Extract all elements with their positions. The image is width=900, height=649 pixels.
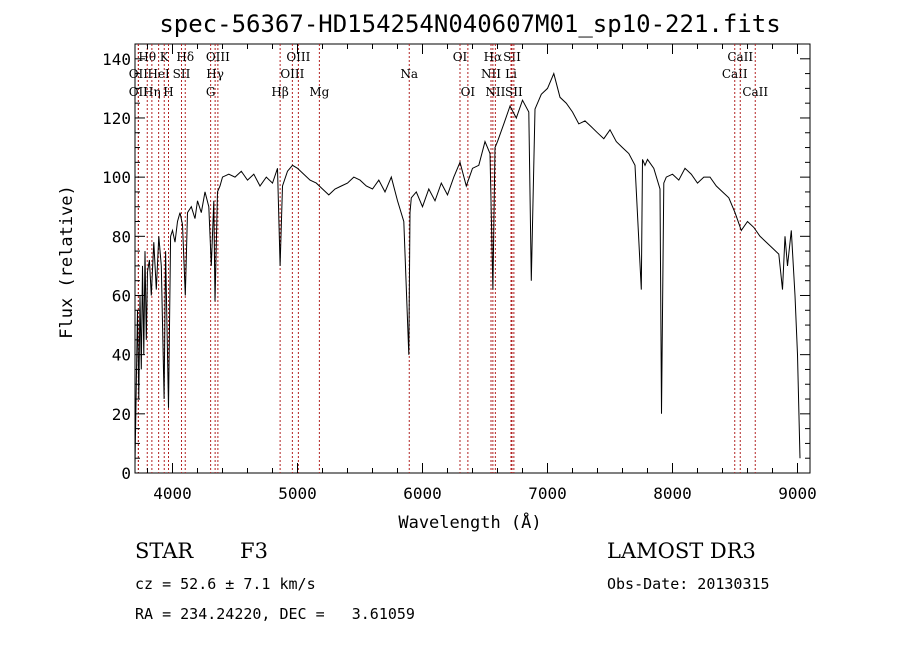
line-marker-label-12: Hβ bbox=[271, 85, 288, 99]
line-marker-label-2: Hθ bbox=[138, 50, 156, 64]
y-tick-label-120: 120 bbox=[102, 109, 131, 128]
line-marker-label-26: CaII bbox=[727, 50, 753, 64]
chart-title: spec-56367-HD154254N040607M01_sp10-221.f… bbox=[159, 10, 780, 38]
y-tick-label-80: 80 bbox=[112, 227, 131, 246]
y-tick-label-140: 140 bbox=[102, 50, 131, 69]
line-marker-label-18: OI bbox=[461, 85, 476, 99]
x-tick-label-5000: 5000 bbox=[278, 484, 317, 503]
x-tick-label-6000: 6000 bbox=[403, 484, 442, 503]
y-tick-label-60: 60 bbox=[112, 286, 131, 305]
line-marker-label-9: G bbox=[206, 85, 216, 99]
x-tick-label-9000: 9000 bbox=[778, 484, 817, 503]
object-class: STAR bbox=[135, 539, 194, 563]
y-tick-label-40: 40 bbox=[112, 346, 131, 365]
line-marker-label-25: CaII bbox=[722, 67, 748, 81]
line-marker-label-11: OIII bbox=[206, 50, 230, 64]
line-marker-label-6: SII bbox=[173, 67, 191, 81]
spectrum-line-group bbox=[134, 72, 801, 465]
line-marker-label-16: Na bbox=[400, 67, 418, 81]
observation-date: Obs-Date: 20130315 bbox=[607, 575, 770, 593]
line-marker-label-21: NII bbox=[485, 85, 505, 99]
y-tick-label-100: 100 bbox=[102, 168, 131, 187]
x-tick-label-7000: 7000 bbox=[528, 484, 567, 503]
coordinates-readout: RA = 234.24220, DEC = 3.61059 bbox=[135, 605, 415, 623]
plot-frame bbox=[134, 43, 811, 474]
x-tick-label-4000: 4000 bbox=[153, 484, 192, 503]
line-marker-label-24: SII bbox=[505, 85, 523, 99]
line-marker-label-19: NII bbox=[481, 67, 501, 81]
object-subclass: F3 bbox=[240, 539, 268, 563]
line-marker-label-7: H bbox=[163, 85, 173, 99]
line-marker-label-17: OI bbox=[453, 50, 468, 64]
line-marker-label-20: Hα bbox=[484, 50, 503, 64]
spectrum-line bbox=[134, 72, 801, 465]
line-markers: OIIOIIHθHηHeIKSIIHHδGHγOIIIHβOIIIOIIIMgN… bbox=[129, 44, 768, 473]
redshift-readout: cz = 52.6 ± 7.1 km/s bbox=[135, 575, 316, 593]
axis-ticks: 4000 5000 6000 7000 8000 9000 0 20 40 60 80 100 120 1… bbox=[102, 44, 817, 503]
line-marker-label-3: Hη bbox=[143, 85, 161, 99]
line-marker-label-10: Hγ bbox=[206, 67, 224, 81]
y-axis-label: Flux (relative) bbox=[57, 185, 77, 339]
line-marker-label-22: SII bbox=[503, 50, 521, 64]
y-tick-label-0: 0 bbox=[121, 464, 131, 483]
y-tick-label-20: 20 bbox=[112, 405, 131, 424]
plot-border bbox=[134, 43, 811, 474]
line-marker-label-4: HeI bbox=[147, 67, 170, 81]
x-axis-label: Wavelength (Å) bbox=[398, 511, 541, 533]
line-marker-label-27: CaII bbox=[742, 85, 768, 99]
line-marker-label-15: Mg bbox=[309, 85, 329, 99]
line-marker-label-23: Li bbox=[505, 67, 517, 81]
survey-name: LAMOST DR3 bbox=[607, 539, 756, 563]
line-marker-label-8: Hδ bbox=[176, 50, 194, 64]
line-marker-label-5: K bbox=[160, 50, 170, 64]
line-marker-label-14: OIII bbox=[286, 50, 310, 64]
line-marker-label-13: OIII bbox=[280, 67, 304, 81]
x-tick-label-8000: 8000 bbox=[653, 484, 692, 503]
